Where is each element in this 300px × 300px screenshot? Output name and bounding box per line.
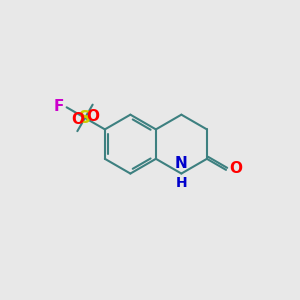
Text: O: O xyxy=(86,109,99,124)
Text: O: O xyxy=(230,161,242,176)
Text: S: S xyxy=(79,109,91,127)
Text: O: O xyxy=(71,112,84,127)
Text: F: F xyxy=(53,99,64,114)
Text: N: N xyxy=(175,156,188,171)
Text: H: H xyxy=(176,176,187,190)
